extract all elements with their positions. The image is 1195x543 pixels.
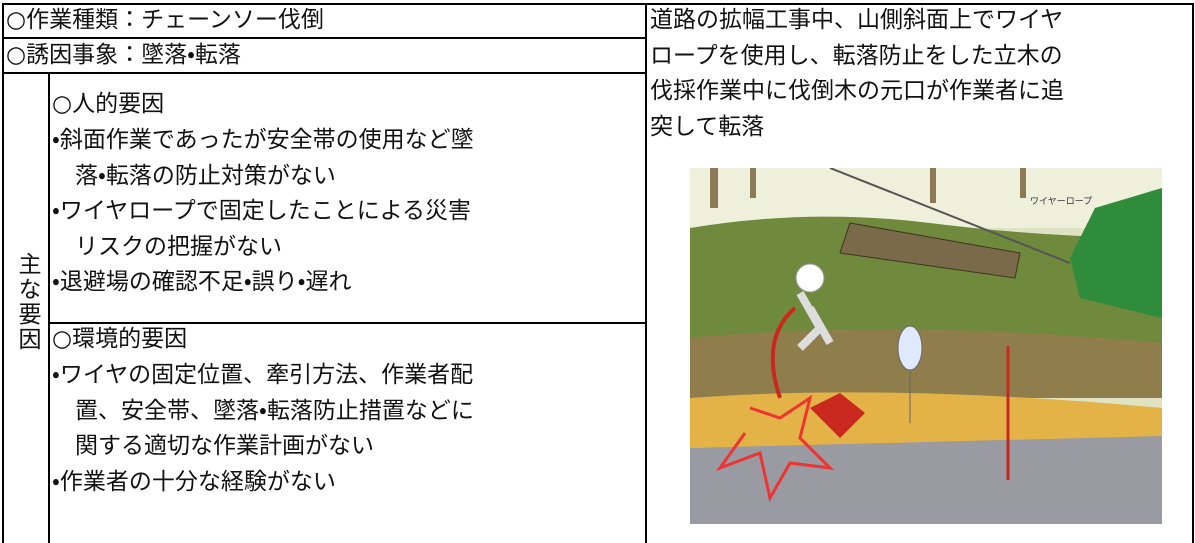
side-label: 主な要因 [14,252,40,352]
border [48,72,50,543]
factor-line: 落・転落の防止対策がない [52,162,336,189]
factor-line: ・ワイヤの固定位置、牽引方法、作業者配 [52,362,474,388]
factor-line: ・ワイヤロープで固定したことによる災害 [52,198,472,224]
factor-line: ・退避場の確認不足・誤り・遅れ [52,269,352,295]
illustration: ワイヤーロープ [690,168,1162,524]
factor-line: 関する適切な作業計画がない [52,433,374,459]
border [1192,3,1194,543]
factor-line: ・斜面作業であったが安全帯の使用など墜 [52,127,474,153]
rope-label: ワイヤーロープ [1030,196,1092,207]
border [2,37,646,39]
border [2,3,1193,5]
border [2,72,646,74]
factor-line: ・作業者の十分な経験がない [52,468,336,495]
factor-heading: ○人的要因 [52,91,165,117]
border [2,3,4,543]
description-line: 突して転落 [650,113,765,140]
description-line: 伐採作業中に伐倒木の元口が作業者に追 [650,78,1064,104]
factor-line: 置、安全帯、墜落・転落防止措置などに [52,397,474,424]
row-label: ○作業種類：チェーンソー伐倒 [6,7,324,33]
border [645,3,647,543]
factor-heading: ○環境的要因 [52,326,188,352]
factor-line: リスクの把握がない [52,233,282,260]
description-line: ロープを使用し、転落防止をした立木の [650,42,1063,69]
description-line: 道路の拡幅工事中、山側斜面上でワイヤ [650,7,1064,33]
border [48,322,646,324]
row-label: ○誘因事象：墜落・転落 [6,42,241,68]
